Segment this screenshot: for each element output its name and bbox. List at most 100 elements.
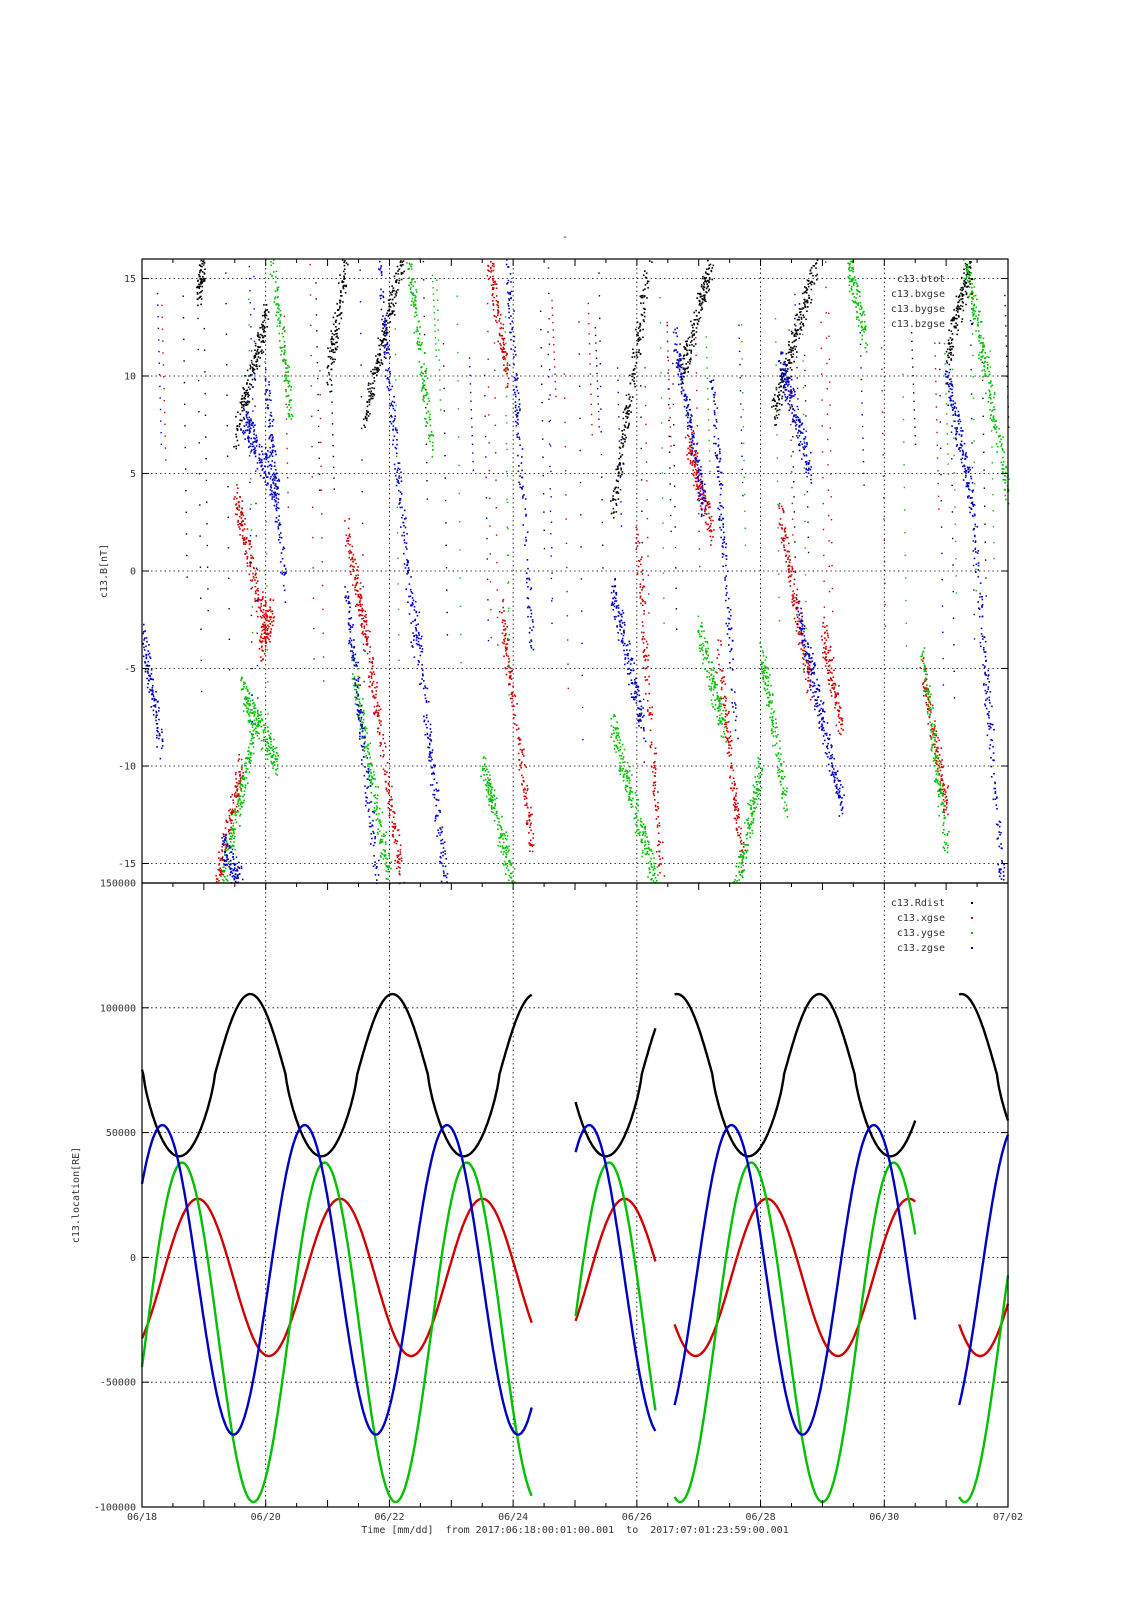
field-data-point bbox=[702, 285, 705, 288]
field-data-point bbox=[612, 497, 614, 500]
field-data-point bbox=[221, 845, 224, 848]
field-data-point bbox=[691, 449, 693, 451]
field-data-point bbox=[252, 730, 255, 732]
field-data-point bbox=[361, 603, 363, 606]
field-data-point bbox=[347, 537, 349, 539]
field-data-point bbox=[502, 864, 505, 866]
field-data-point bbox=[430, 434, 432, 436]
field-data-point bbox=[827, 649, 830, 652]
field-data-point bbox=[644, 602, 647, 605]
field-data-point bbox=[740, 866, 742, 869]
field-data-point bbox=[511, 862, 513, 865]
field-data-point bbox=[510, 693, 512, 695]
field-data-point bbox=[829, 689, 832, 692]
field-data-point bbox=[514, 695, 517, 698]
field-data-point bbox=[507, 377, 510, 380]
field-data-point bbox=[248, 543, 251, 546]
field-data-point bbox=[701, 622, 703, 624]
field-data-point bbox=[374, 796, 377, 799]
field-data-point bbox=[707, 289, 710, 292]
field-data-point bbox=[387, 865, 389, 867]
field-data-point bbox=[706, 670, 709, 672]
field-data-point bbox=[650, 857, 652, 860]
field-data-point bbox=[504, 862, 507, 865]
field-data-point bbox=[528, 843, 531, 845]
field-data-point bbox=[645, 272, 648, 274]
field-data-point bbox=[248, 548, 251, 550]
field-data-point bbox=[736, 831, 739, 834]
field-data-point bbox=[830, 473, 832, 475]
field-data-point bbox=[821, 639, 823, 641]
field-data-point bbox=[619, 447, 622, 449]
field-data-point bbox=[284, 345, 286, 347]
field-data-point bbox=[260, 711, 262, 713]
field-data-point bbox=[379, 353, 382, 356]
field-data-point bbox=[633, 356, 636, 358]
field-data-point bbox=[266, 748, 269, 750]
field-data-point bbox=[710, 673, 713, 676]
field-data-point bbox=[734, 817, 737, 820]
field-data-point bbox=[649, 860, 652, 863]
field-data-point bbox=[381, 835, 383, 837]
field-data-point bbox=[657, 832, 660, 835]
field-data-point bbox=[822, 652, 824, 654]
field-data-point bbox=[731, 782, 734, 785]
field-data-point bbox=[394, 823, 397, 825]
field-data-point bbox=[778, 403, 781, 405]
field-data-point bbox=[332, 434, 334, 436]
field-data-point bbox=[825, 645, 827, 648]
field-data-point bbox=[271, 756, 274, 758]
field-data-point bbox=[619, 749, 622, 751]
field-data-point bbox=[707, 285, 709, 287]
field-data-point bbox=[242, 514, 245, 517]
field-data-point bbox=[960, 304, 962, 307]
field-data-point bbox=[273, 738, 275, 741]
field-data-point bbox=[198, 275, 201, 278]
field-data-point bbox=[675, 587, 677, 589]
field-data-point bbox=[311, 445, 313, 448]
field-data-point bbox=[246, 383, 248, 385]
field-data-point bbox=[542, 493, 545, 495]
field-data-point bbox=[828, 565, 830, 567]
field-data-point bbox=[790, 354, 792, 356]
field-data-point bbox=[231, 811, 233, 814]
field-data-point bbox=[642, 578, 644, 581]
field-data-point bbox=[488, 270, 490, 272]
field-data-point bbox=[411, 279, 413, 281]
field-data-point bbox=[922, 660, 924, 662]
field-data-point bbox=[776, 402, 778, 405]
field-data-point bbox=[697, 497, 700, 500]
field-data-point bbox=[686, 345, 689, 347]
field-data-point bbox=[347, 542, 349, 545]
field-data-point bbox=[496, 304, 498, 306]
field-data-point bbox=[239, 781, 241, 783]
field-data-point bbox=[264, 625, 267, 628]
field-data-point bbox=[950, 319, 952, 322]
field-data-point bbox=[415, 291, 418, 293]
field-data-point bbox=[691, 464, 693, 466]
field-data-point bbox=[796, 333, 799, 336]
field-data-point bbox=[792, 353, 795, 355]
field-data-point bbox=[273, 616, 276, 618]
field-data-point bbox=[250, 359, 253, 362]
field-data-point bbox=[778, 394, 781, 396]
field-data-point bbox=[881, 390, 883, 392]
field-data-point bbox=[490, 266, 492, 269]
field-data-point bbox=[487, 792, 490, 794]
field-data-point bbox=[673, 485, 676, 487]
field-data-point bbox=[641, 834, 644, 836]
field-data-point bbox=[393, 841, 396, 844]
field-data-point bbox=[268, 609, 271, 612]
field-data-point bbox=[620, 754, 623, 757]
field-data-point bbox=[220, 869, 222, 871]
field-data-point bbox=[634, 791, 637, 794]
field-data-point bbox=[369, 742, 371, 745]
field-data-point bbox=[588, 343, 591, 345]
field-data-point bbox=[419, 344, 422, 347]
field-data-point bbox=[950, 322, 953, 325]
field-data-point bbox=[711, 267, 714, 269]
field-data-point bbox=[432, 449, 434, 451]
field-data-point bbox=[657, 791, 659, 793]
field-data-point bbox=[250, 739, 252, 742]
field-data-point bbox=[541, 420, 544, 422]
